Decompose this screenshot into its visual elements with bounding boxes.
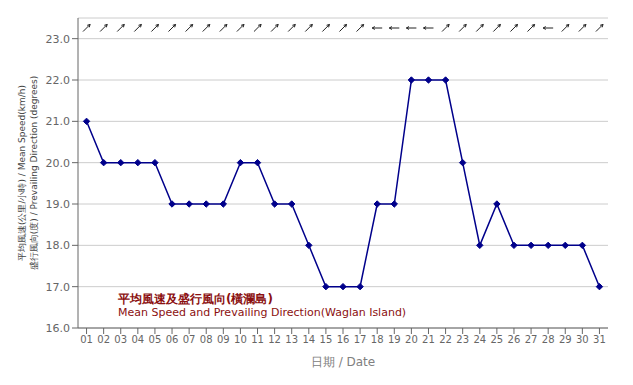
svg-text:19: 19	[388, 334, 401, 345]
svg-text:23.0: 23.0	[46, 33, 71, 46]
html-text:平均風速及盛行風向(橫瀾島): 平均風速及盛行風向(橫瀾島)	[118, 292, 273, 306]
svg-text:05: 05	[149, 334, 162, 345]
svg-text:03: 03	[114, 334, 127, 345]
svg-text:04: 04	[131, 334, 144, 345]
html-text:Mean Speed and Prevailing Dire: Mean Speed and Prevailing Direction(Wagl…	[118, 306, 407, 320]
svg-text:24: 24	[473, 334, 486, 345]
svg-text:06: 06	[166, 334, 179, 345]
svg-text:14: 14	[302, 334, 315, 345]
svg-text:22: 22	[439, 334, 452, 345]
svg-text:23: 23	[456, 334, 469, 345]
svg-text:16: 16	[337, 334, 350, 345]
svg-text:09: 09	[217, 334, 230, 345]
svg-text:20.0: 20.0	[46, 157, 71, 170]
svg-text:17: 17	[354, 334, 367, 345]
svg-text:12: 12	[268, 334, 281, 345]
svg-text:31: 31	[593, 334, 606, 345]
svg-text:21: 21	[422, 334, 435, 345]
svg-text:02: 02	[97, 334, 110, 345]
svg-text:18.0: 18.0	[46, 239, 71, 252]
svg-text:27: 27	[525, 334, 538, 345]
svg-text:26: 26	[508, 334, 521, 345]
svg-text:22.0: 22.0	[46, 74, 71, 87]
svg-text:29: 29	[559, 334, 572, 345]
svg-text:01: 01	[80, 334, 93, 345]
svg-text:17.0: 17.0	[46, 281, 71, 294]
svg-text:13: 13	[285, 334, 298, 345]
svg-text:15: 15	[320, 334, 333, 345]
svg-text:20: 20	[405, 334, 418, 345]
svg-text:21.0: 21.0	[46, 115, 71, 128]
svg-text:18: 18	[371, 334, 384, 345]
svg-text:25: 25	[491, 334, 504, 345]
svg-text:07: 07	[183, 334, 196, 345]
svg-text:19.0: 19.0	[46, 198, 71, 211]
svg-text:08: 08	[200, 334, 213, 345]
svg-text:30: 30	[576, 334, 589, 345]
svg-text:平均風速(公里/小時) / Mean Speed(km/h): 平均風速(公里/小時) / Mean Speed(km/h)盛行風向(度) / …	[17, 76, 39, 270]
svg-text:16.0: 16.0	[46, 322, 71, 335]
svg-text:28: 28	[542, 334, 555, 345]
svg-text:日期 / Date: 日期 / Date	[311, 355, 375, 369]
svg-text:11: 11	[251, 334, 264, 345]
svg-text:10: 10	[234, 334, 247, 345]
